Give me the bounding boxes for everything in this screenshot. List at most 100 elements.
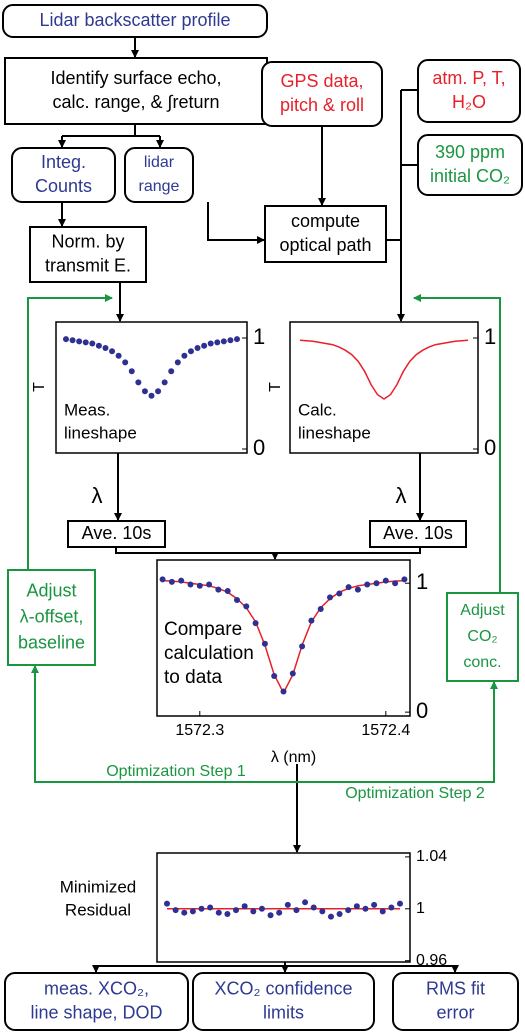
y-tick-label: 0 [253, 435, 265, 460]
data-point [319, 908, 326, 915]
y-axis-label: T [267, 382, 284, 392]
data-point [141, 388, 148, 395]
y-tick-label: 0 [416, 698, 428, 723]
node-box [417, 134, 523, 196]
data-point [364, 581, 371, 588]
node-box [7, 569, 96, 666]
data-point [284, 901, 291, 908]
node-label: range [139, 178, 180, 195]
node-label: Norm. by [51, 231, 124, 251]
plot-frame [289, 321, 479, 454]
data-point [122, 359, 129, 366]
data-point [207, 340, 214, 347]
data-point [258, 905, 265, 912]
data-point [379, 908, 386, 915]
plot-caption: Compare [164, 619, 242, 640]
data-point [82, 339, 89, 346]
data-point [299, 643, 306, 650]
x-axis-label: λ (nm) [271, 749, 316, 766]
plot-caption: Residual [65, 900, 131, 919]
data-point [148, 392, 155, 399]
y-axis-label: T [31, 382, 48, 392]
x-tick-label: 1572.4 [361, 722, 410, 739]
node-label: Integ. [41, 152, 86, 172]
node-box [264, 205, 387, 263]
data-point [397, 900, 403, 907]
y-tick-label: 1.04 [416, 848, 447, 865]
node-box [29, 226, 147, 283]
node-box [417, 59, 521, 123]
node-label: error [436, 1002, 474, 1022]
data-point [189, 908, 196, 915]
data-point [220, 338, 227, 345]
data-point [168, 578, 175, 585]
data-point [172, 907, 179, 914]
data-point [206, 581, 213, 588]
data-point [276, 909, 283, 916]
y-tick-label: 1 [253, 324, 265, 349]
connectors [27, 37, 501, 973]
connector [386, 89, 418, 241]
data-point [194, 344, 201, 351]
data-point [317, 605, 324, 612]
data-point [233, 596, 240, 603]
node-box [67, 520, 166, 548]
data-point [280, 688, 287, 695]
connector [62, 124, 160, 137]
data-point [161, 379, 168, 386]
plot-caption: lineshape [64, 423, 137, 442]
data-point [224, 587, 231, 594]
data-point [198, 905, 205, 912]
node-box [192, 972, 375, 1031]
node-label: Counts [35, 176, 92, 196]
data-point [155, 388, 162, 395]
feedback-arrow [297, 681, 498, 783]
data-point [345, 907, 352, 914]
data-point [336, 590, 343, 597]
data-point [196, 582, 203, 589]
data-point [224, 910, 231, 917]
step-label: Optimization Step 2 [345, 785, 485, 802]
data-point [102, 344, 109, 351]
data-point [215, 909, 222, 916]
data-point [401, 576, 408, 583]
node-box [2, 4, 268, 38]
data-point [63, 336, 69, 343]
node-label: meas. XCO₂, [44, 978, 149, 998]
data-point [109, 348, 116, 355]
data-point [308, 617, 315, 624]
node-label: XCO₂ confidence [214, 978, 352, 998]
data-point [336, 910, 343, 917]
data-point [382, 577, 389, 584]
data-point [392, 580, 399, 587]
step-label: Optimization Step 1 [106, 763, 246, 780]
plot-caption: calculation [164, 643, 254, 664]
connector [115, 547, 421, 554]
data-point [95, 342, 102, 349]
node-label: Ave. 10s [383, 523, 453, 543]
node-label: H₂O [452, 92, 486, 112]
node-box [261, 61, 383, 127]
data-point [271, 673, 278, 680]
data-point [310, 904, 317, 911]
data-point [76, 338, 83, 345]
data-point [250, 908, 257, 915]
data-point [371, 901, 378, 908]
plot-caption: to data [164, 667, 223, 688]
data-point [261, 640, 268, 647]
data-point [388, 904, 395, 911]
node-box [124, 147, 194, 203]
y-tick-label: 1 [416, 569, 428, 594]
node-label: λ-offset, [20, 606, 84, 626]
node-label: atm. P, T, [432, 68, 505, 88]
node-label: limits [263, 1002, 304, 1022]
data-point [187, 581, 194, 588]
data-point [159, 576, 166, 583]
node-label: Lidar backscatter profile [39, 10, 230, 30]
feedback-arrow [27, 294, 113, 570]
data-point [354, 586, 361, 593]
data-point [241, 903, 248, 910]
feedback-arrow [413, 294, 501, 593]
data-point [373, 580, 380, 587]
